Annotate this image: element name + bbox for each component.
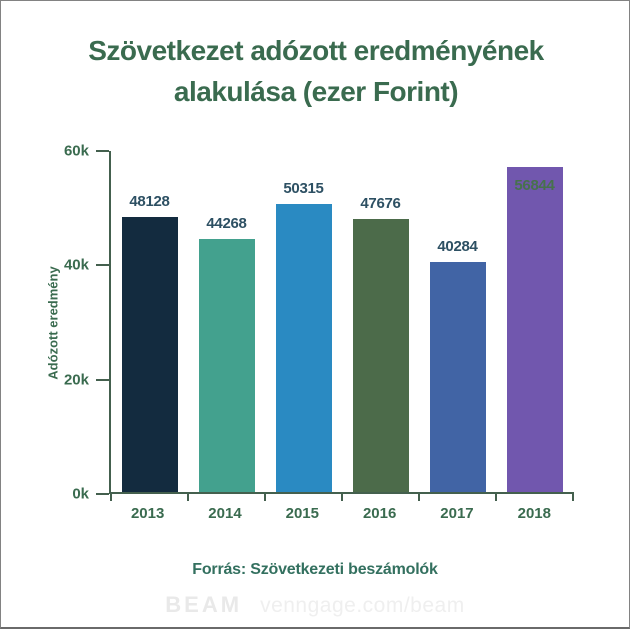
- chart-title: Szövetkezet adózott eredményének alakulá…: [88, 35, 544, 107]
- x-tick-label-2015: 2015: [285, 505, 319, 522]
- plot-area: 48128 44268 50315 47676 40284 56844: [109, 151, 574, 501]
- bar-slot-2015: 50315: [265, 151, 342, 492]
- x-tick-mark-6: [572, 492, 574, 501]
- x-tick-mark-3: [341, 492, 343, 501]
- bar-2014: [198, 238, 255, 492]
- bar-slot-2016: 47676: [342, 151, 419, 492]
- y-axis-ticks: 0k 20k 40k 60k: [1, 143, 109, 503]
- x-tick-mark-4: [417, 492, 420, 501]
- y-tick-mark-40k: [96, 264, 109, 267]
- x-tick-mark-1: [186, 492, 189, 501]
- y-tick-mark-60k: [96, 150, 109, 152]
- x-tick-label-2014: 2014: [208, 505, 242, 522]
- beam-logo: BEAM: [165, 592, 243, 617]
- x-tick-mark-0: [110, 492, 112, 501]
- x-tick-label-2017: 2017: [440, 505, 474, 522]
- x-tick-label-2018: 2018: [517, 505, 551, 522]
- y-tick-label-60k: 60k: [63, 142, 89, 160]
- bar-slot-2013: 48128: [111, 151, 188, 492]
- bar-slot-2014: 44268: [188, 151, 265, 492]
- watermark-url: venngage.com/beam: [260, 594, 465, 617]
- bars-container: 48128 44268 50315 47676 40284 56844: [111, 151, 573, 492]
- bar-value-label-2018: 56844: [514, 177, 555, 195]
- bar-slot-2018: 56844: [496, 151, 573, 492]
- x-axis-labels: 2013 2014 2015 2016 2017 2018: [109, 505, 573, 522]
- x-tick-label-2016: 2016: [362, 505, 397, 522]
- y-tick-label-0k: 0k: [72, 485, 89, 503]
- bar-2018: [506, 167, 563, 492]
- y-tick-mark-0k: [96, 493, 109, 495]
- bar-value-label-2014: 44268: [206, 214, 247, 232]
- bar-value-label-2017: 40284: [437, 237, 478, 255]
- watermark: BEAM venngage.com/beam: [1, 592, 629, 618]
- x-tick-mark-5: [495, 492, 497, 501]
- y-tick-label-40k: 40k: [63, 256, 89, 274]
- bar-value-label-2016: 47676: [360, 195, 401, 213]
- x-tick-mark-2: [263, 492, 266, 501]
- bar-2016: [352, 219, 409, 492]
- bar-slot-2017: 40284: [419, 151, 496, 492]
- bar-2017: [429, 261, 486, 492]
- bar-value-label-2013: 48128: [129, 192, 170, 210]
- bar-value-label-2015: 50315: [283, 180, 324, 198]
- bar-2013: [121, 216, 178, 492]
- x-tick-label-2013: 2013: [130, 505, 165, 522]
- bar-2015: [275, 204, 332, 492]
- y-tick-label-20k: 20k: [63, 371, 89, 389]
- y-tick-mark-20k: [96, 378, 109, 381]
- source-note: Forrás: Szövetkezeti beszámolók: [192, 561, 438, 578]
